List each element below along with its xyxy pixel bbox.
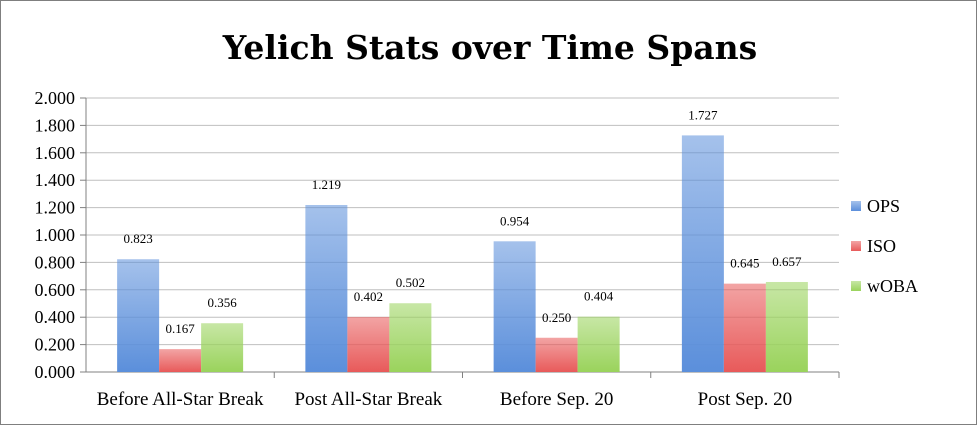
legend-label-ops: OPS: [867, 196, 900, 216]
bar-ops-0: [117, 259, 160, 372]
y-tick-label: 1.800: [35, 115, 76, 135]
axes: 0.000 0.200 0.400 0.600 0.800 1.000 1.200 1.400…: [35, 88, 840, 410]
data-label: 0.250: [542, 310, 571, 325]
data-label: 0.645: [730, 256, 759, 271]
data-label: 0.404: [584, 289, 614, 304]
bar-ops-3: [681, 135, 724, 372]
x-category-label: Post All-Star Break: [294, 389, 442, 410]
legend-label-woba: wOBA: [867, 276, 918, 296]
y-tick-label: 0.000: [35, 362, 76, 382]
y-tick-label: 0.200: [35, 335, 76, 355]
x-category-label: Post Sep. 20: [698, 389, 793, 410]
data-labels: 0.823 0.167 0.356 1.219 0.402 0.502 0.954 0.250…: [124, 107, 803, 336]
legend-swatch-ops: [851, 201, 861, 211]
y-tick-label: 1.000: [35, 225, 76, 245]
legend-label-iso: ISO: [867, 236, 896, 256]
bar-woba-0: [201, 323, 244, 372]
y-tick-label: 1.600: [35, 143, 76, 163]
data-label: 1.219: [312, 177, 341, 192]
data-label: 0.657: [772, 254, 802, 269]
x-category-label: Before All-Star Break: [97, 389, 264, 410]
data-label: 0.167: [166, 321, 196, 336]
y-tick-label: 1.400: [35, 170, 76, 190]
data-label: 0.823: [124, 231, 153, 246]
legend-swatch-iso: [851, 241, 861, 251]
chart-title: Yelich Stats over Time Spans: [222, 28, 758, 67]
bar-iso-3: [723, 283, 766, 372]
legend-swatch-woba: [851, 281, 861, 291]
bar-woba-1: [389, 303, 432, 372]
data-label: 0.356: [208, 295, 238, 310]
grid-lines: [86, 97, 839, 346]
bar-iso-2: [535, 337, 578, 372]
data-label: 0.954: [500, 213, 530, 228]
y-tick-label: 2.000: [35, 88, 76, 108]
bar-woba-2: [577, 316, 620, 372]
y-tick-label: 1.200: [35, 198, 76, 218]
bar-woba-3: [765, 281, 808, 372]
x-category-label: Before Sep. 20: [500, 389, 613, 410]
bar-ops-1: [305, 204, 348, 372]
legend: OPS ISO wOBA: [851, 196, 918, 296]
bars: [117, 135, 808, 372]
data-label: 0.402: [354, 289, 383, 304]
bar-iso-0: [159, 349, 202, 372]
y-tick-label: 0.800: [35, 252, 76, 272]
data-label: 1.727: [688, 107, 718, 122]
bar-ops-2: [493, 241, 536, 372]
bar-iso-1: [347, 316, 390, 372]
y-tick-label: 0.400: [35, 307, 76, 327]
data-label: 0.502: [396, 275, 425, 290]
y-tick-label: 0.600: [35, 280, 76, 300]
